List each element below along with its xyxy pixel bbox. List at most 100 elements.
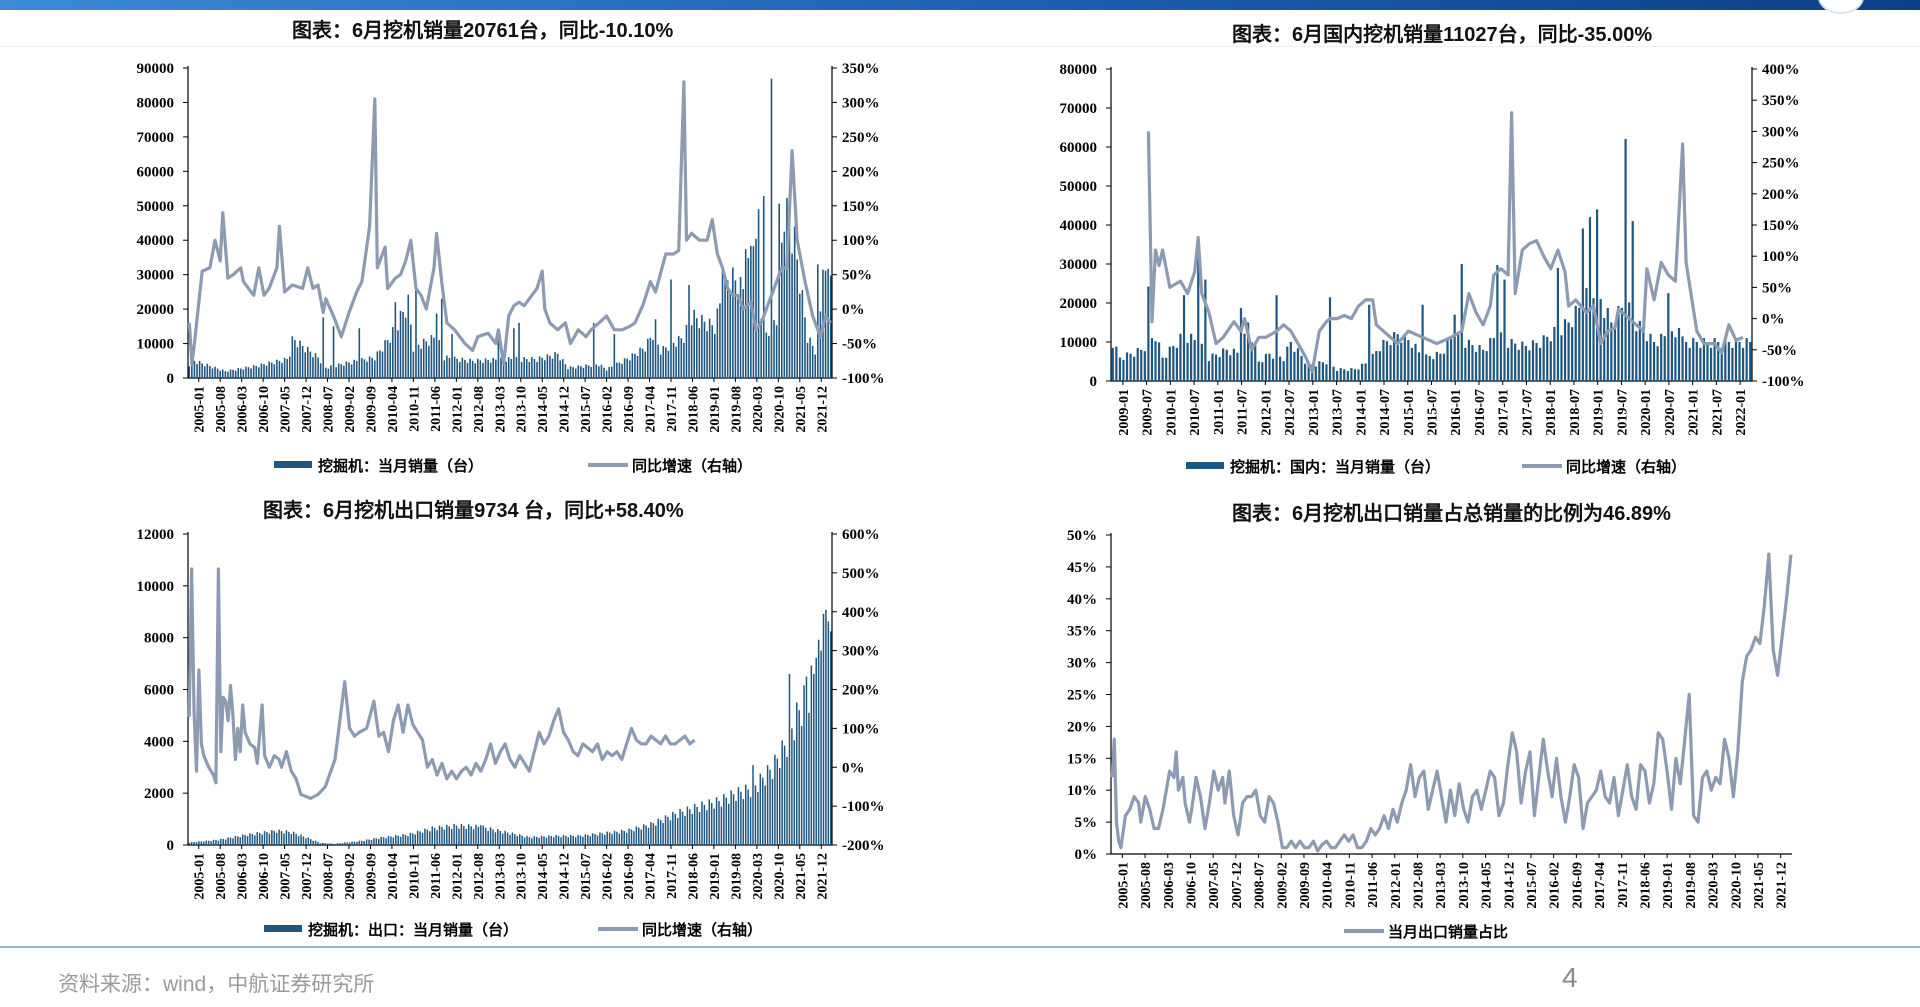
bar	[1375, 351, 1378, 381]
y-tick-label-right: 200%	[1762, 187, 1800, 203]
bar	[670, 279, 672, 378]
bar	[1318, 361, 1321, 381]
bar	[448, 357, 451, 378]
bar	[492, 357, 495, 378]
bar	[198, 360, 201, 378]
series-line	[187, 567, 696, 800]
bar	[480, 825, 482, 845]
bar	[1474, 351, 1478, 381]
bar	[431, 826, 433, 845]
bar	[1282, 361, 1285, 381]
bar	[533, 359, 536, 378]
bar	[830, 631, 832, 845]
bar	[392, 837, 395, 845]
bar	[1378, 351, 1381, 381]
bar	[825, 609, 827, 845]
y-tick-label-left: 35%	[1067, 624, 1097, 640]
bar	[504, 830, 506, 845]
bar	[570, 835, 572, 845]
bar	[1620, 307, 1624, 381]
bar	[518, 322, 520, 378]
bar	[211, 368, 214, 378]
bar	[190, 841, 193, 845]
bar	[659, 820, 662, 845]
bar	[662, 346, 665, 378]
bar	[258, 833, 261, 845]
bar	[662, 822, 664, 845]
bar	[698, 328, 701, 378]
bar	[506, 832, 509, 845]
bar	[366, 361, 368, 378]
y-tick-label-right: 0%	[842, 302, 865, 318]
bar	[572, 835, 574, 845]
bar	[1211, 353, 1214, 381]
bar	[422, 338, 425, 378]
x-tick-label: 2009-09	[364, 853, 379, 900]
bar	[1521, 341, 1524, 381]
y-tick-label-right: 100%	[842, 721, 880, 737]
bar	[683, 342, 685, 378]
bar	[265, 365, 268, 378]
bar	[461, 357, 464, 378]
bar	[1214, 354, 1218, 381]
bar	[791, 253, 793, 378]
bar	[244, 835, 246, 845]
bar	[463, 825, 465, 845]
bar	[523, 357, 525, 378]
bar	[195, 842, 198, 845]
x-tick-label: 2006-03	[236, 853, 251, 900]
bar	[1457, 332, 1460, 381]
bar	[616, 831, 618, 845]
bar	[1717, 342, 1720, 381]
bar	[1332, 366, 1335, 381]
y-tick-label-left: 4000	[144, 734, 174, 750]
bar	[613, 830, 616, 845]
bar	[261, 834, 263, 845]
x-tick-label: 2009-02	[1275, 862, 1290, 909]
x-tick-label: 2013-10	[515, 386, 530, 433]
bar	[1464, 347, 1467, 381]
bar	[433, 827, 436, 845]
y-tick-label-left: 50%	[1067, 528, 1097, 544]
x-tick-label: 2007-12	[300, 386, 315, 433]
bar	[739, 276, 742, 378]
bar	[801, 290, 804, 378]
bar	[545, 837, 548, 845]
bar	[657, 344, 659, 378]
x-tick-label: 2020-07	[1663, 389, 1678, 436]
bar	[322, 842, 324, 845]
bar	[585, 364, 587, 378]
bar	[1588, 217, 1592, 381]
bar	[1236, 352, 1239, 381]
bar	[495, 359, 497, 378]
bar	[1628, 302, 1631, 381]
bar	[695, 318, 698, 378]
bar	[780, 242, 783, 378]
bar	[501, 833, 504, 845]
bar	[229, 837, 232, 845]
bar	[640, 829, 642, 845]
x-tick-label: 2016-09	[622, 386, 637, 433]
x-tick-label: 2008-07	[1253, 862, 1268, 909]
bar	[1296, 348, 1300, 381]
bar	[201, 363, 203, 378]
bar	[796, 259, 799, 378]
bar	[294, 340, 296, 378]
bar	[701, 314, 703, 378]
bar	[1688, 347, 1691, 381]
x-tick-label: 2016-01	[1449, 389, 1464, 436]
x-tick-label: 2019-01	[1592, 389, 1607, 436]
bar	[465, 828, 468, 845]
bar	[554, 352, 556, 378]
x-tick-label: 2020-10	[772, 853, 787, 900]
bar	[1129, 353, 1132, 381]
bar	[497, 829, 499, 845]
bar	[1677, 327, 1681, 381]
bar	[219, 370, 221, 378]
y-tick-label-right: 400%	[1762, 62, 1800, 78]
bar	[325, 367, 327, 378]
bar	[1709, 347, 1713, 381]
bar	[421, 832, 424, 845]
bar	[645, 825, 647, 845]
